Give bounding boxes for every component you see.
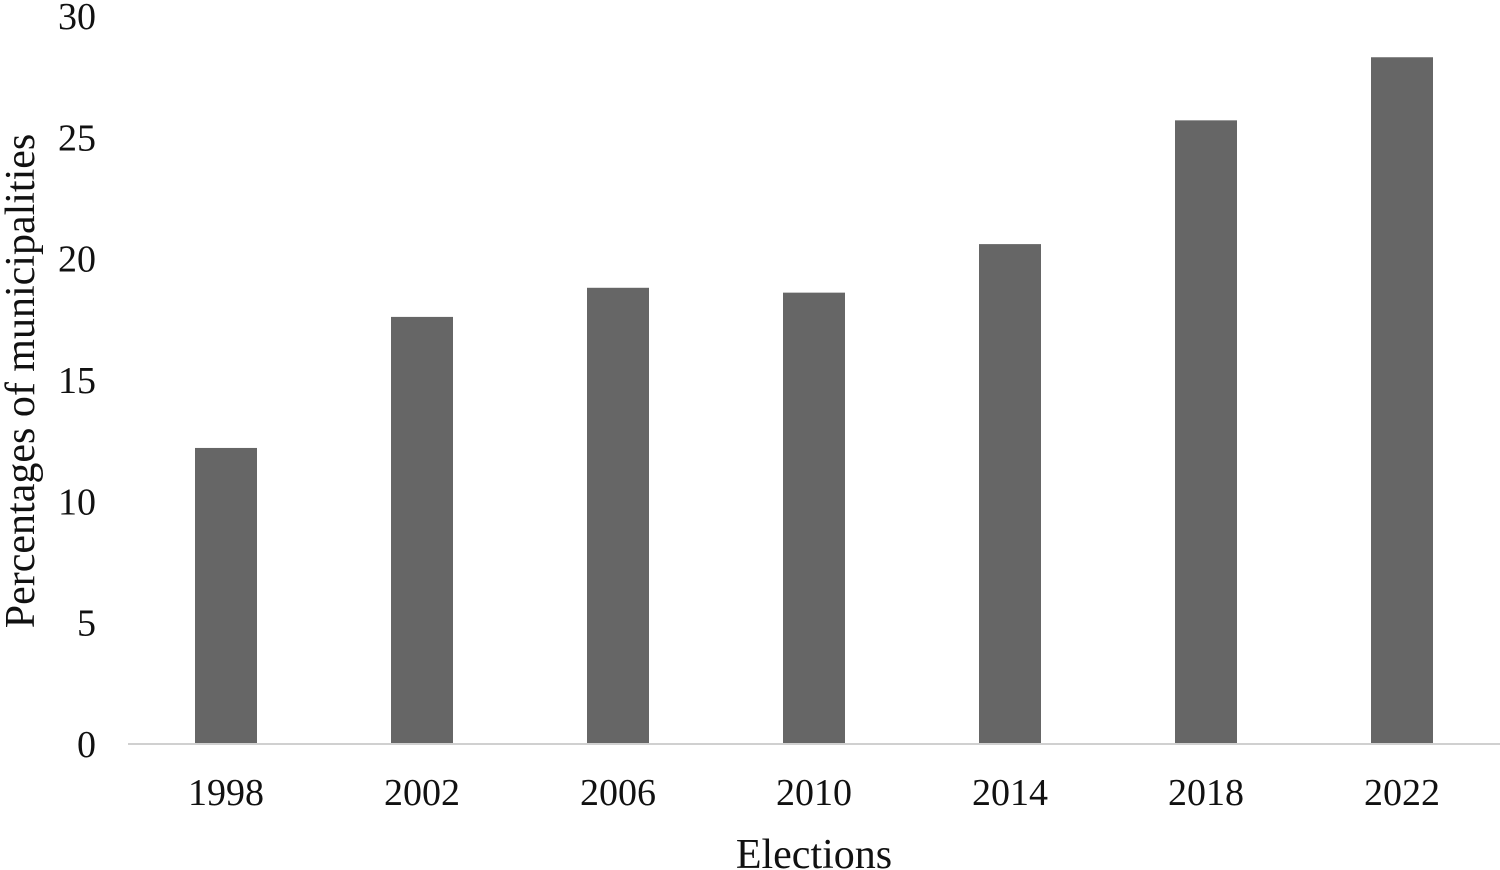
bar-2006 [587,287,649,744]
y-tick-label: 15 [58,360,96,402]
x-tick-label: 2010 [776,772,852,814]
bar-2022 [1371,57,1433,744]
x-axis-tick-labels: 1998 2002 2006 2010 2014 2018 2022 [188,772,1440,814]
x-tick-label: 2002 [384,772,460,814]
y-tick-label: 5 [77,603,96,645]
x-tick-label: 2018 [1168,772,1244,814]
bar-2002 [391,316,453,744]
bar-2018 [1175,120,1237,744]
y-tick-label: 20 [58,239,96,281]
y-axis-tick-labels: 0 5 10 15 20 25 30 [58,0,96,766]
y-tick-label: 30 [58,0,96,38]
x-tick-label: 2022 [1364,772,1440,814]
y-tick-label: 25 [58,117,96,159]
bar-1998 [195,447,257,744]
bars-group [195,57,1433,744]
y-tick-label: 0 [77,724,96,766]
y-axis-title: Percentages of municipalities [0,134,44,629]
x-tick-label: 2014 [972,772,1048,814]
x-axis-title: Elections [736,832,892,870]
bar-2014 [979,244,1041,744]
bar-2010 [783,292,845,744]
x-tick-label: 2006 [580,772,656,814]
y-tick-label: 10 [58,481,96,523]
x-tick-label: 1998 [188,772,264,814]
